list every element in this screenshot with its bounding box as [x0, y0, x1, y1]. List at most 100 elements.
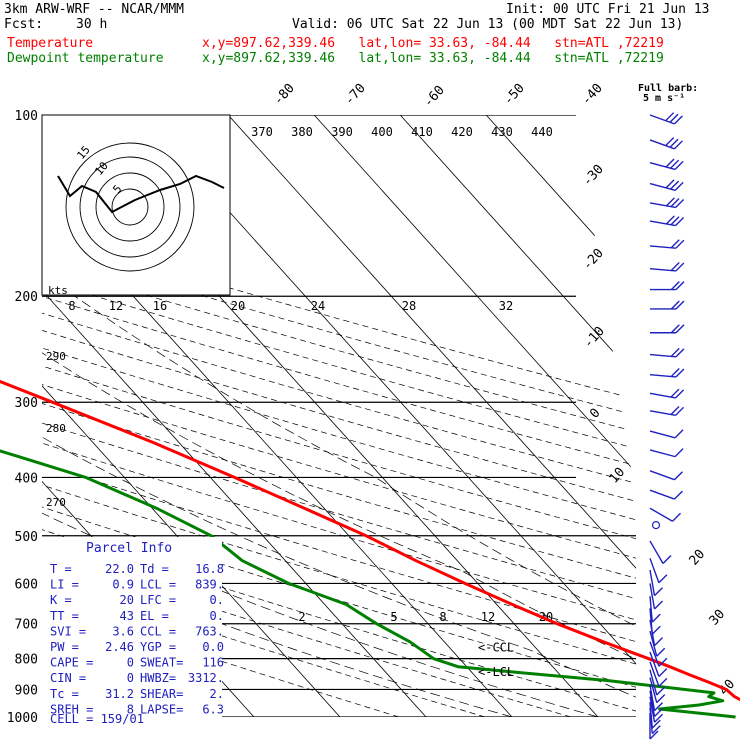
isotherm-label: -70: [342, 81, 369, 108]
pressure-label: 700: [15, 618, 38, 633]
wind-barb: [649, 596, 661, 623]
hodograph-x-label: 16: [153, 299, 167, 313]
pressure-label: 900: [15, 683, 38, 698]
temperature-legend: Temperature: [7, 36, 94, 51]
wind-barb-staff: [649, 619, 656, 646]
parcel-info-key: SHEAR=: [140, 687, 183, 701]
parcel-info-value: 763.: [195, 624, 224, 638]
wind-barb-flag: [675, 368, 685, 378]
wind-barb-flag: [670, 281, 680, 291]
parcel-info-value: 839.: [195, 578, 224, 592]
parcel-info-value: 3312.: [188, 671, 224, 685]
wind-barb-flag: [670, 388, 680, 398]
pressure-label: 200: [15, 290, 38, 305]
wind-barb-flag: [672, 512, 682, 522]
wind-barb-flag: [651, 625, 661, 635]
dewpoint-legend: Dewpoint temperature: [7, 51, 164, 66]
wind-barb: [649, 641, 668, 667]
wind-barb-flag: [675, 324, 685, 334]
wind-barb-flag: [670, 216, 680, 226]
wind-barb: [649, 179, 684, 191]
wind-barb: [649, 239, 685, 249]
dry-adiabat: [42, 115, 636, 717]
isotherm-label: 20: [687, 547, 709, 569]
theta-e-label: 400: [371, 125, 393, 139]
hodograph-x-label: 24: [311, 299, 325, 313]
parcel-info-value: 22.0: [105, 562, 134, 576]
wind-barb: [649, 262, 685, 272]
parcel-info-key: HWBZ=: [140, 671, 176, 685]
wind-barb: [650, 300, 685, 310]
wind-barb-staff: [649, 696, 656, 723]
wind-barb-flag: [675, 406, 685, 416]
level-annotation: <-CCL: [478, 640, 514, 654]
pressure-label: 300: [15, 396, 38, 411]
wind-barb-flag: [673, 490, 683, 500]
wind-barb-flag: [665, 137, 675, 147]
dry-adiabat: [42, 115, 636, 717]
mixing-ratio-label: 8: [439, 610, 446, 624]
wind-barb: [649, 669, 666, 696]
wind-barb-staff: [649, 449, 676, 458]
parcel-info-key: Td =: [140, 562, 169, 576]
wind-barb: [649, 470, 683, 481]
isotherm-line: [399, 115, 636, 717]
wind-barb-flag: [654, 637, 664, 647]
isotherm-line: [485, 115, 636, 717]
dewpoint-profile: [0, 449, 736, 719]
wind-barb-flag: [651, 725, 661, 735]
wind-barb-flag: [669, 138, 679, 148]
wind-barb-flag: [656, 686, 666, 696]
wind-barb-flag: [675, 217, 685, 227]
wind-barb: [649, 347, 685, 358]
wind-barb-staff: [649, 707, 653, 734]
theta-e-label: 440: [531, 125, 553, 139]
dry-adiabat: [42, 115, 636, 717]
wind-barb: [649, 583, 664, 610]
parcel-info-value: 0.: [210, 609, 224, 623]
isotherm-label: 10: [607, 465, 629, 487]
wind-barb-flag: [665, 215, 675, 225]
wind-barb: [649, 406, 685, 417]
wind-barb-flag: [674, 448, 684, 458]
wind-calm-marker: [651, 521, 661, 530]
wind-barb-flag: [662, 554, 672, 564]
wind-barb: [649, 540, 672, 564]
barb-legend-unit: 5 m s⁻¹: [643, 93, 686, 104]
wind-barb-flag: [675, 348, 685, 358]
parcel-info-title: Parcel Info: [86, 541, 172, 556]
wind-barb: [649, 507, 682, 522]
wind-barb-flag: [674, 160, 684, 170]
dewpoint-location: x,y=897.62,339.46 lat,lon= 33.63, -84.44…: [202, 51, 664, 66]
isotherm-label: -10: [581, 324, 608, 351]
wind-barb: [649, 569, 664, 597]
wind-barb: [649, 713, 659, 740]
hodograph-box: [41, 114, 231, 296]
wind-barb-flag: [670, 368, 680, 378]
wind-barb-flag: [665, 112, 675, 122]
wind-barb: [649, 677, 666, 704]
wind-barb-staff: [649, 569, 656, 596]
mixing-ratio-label: 2: [298, 610, 305, 624]
hodograph-x-label: 12: [109, 299, 123, 313]
wind-barb-flag: [673, 115, 683, 125]
isotherm-label: 30: [707, 607, 729, 629]
wind-barb-flag: [675, 262, 685, 272]
theta-e-label: 430: [491, 125, 513, 139]
wind-barb: [649, 158, 684, 171]
theta-label: 280: [46, 422, 66, 435]
level-annotation: <-LCL: [478, 665, 514, 679]
parcel-info-key: K =: [50, 593, 72, 607]
wind-barb-flag: [670, 198, 680, 208]
wind-barb-flag: [654, 708, 664, 718]
parcel-info-value: 43: [120, 609, 134, 623]
isotherm-line: [313, 115, 636, 717]
wind-barb: [649, 448, 684, 458]
parcel-info-key: EL =: [140, 609, 169, 623]
hodograph-ring: [79, 156, 181, 258]
parcel-info-key: CIN =: [50, 671, 86, 685]
wind-barb-flag: [670, 262, 680, 272]
wind-barb: [649, 684, 664, 712]
moist-adiabat: [74, 295, 636, 717]
